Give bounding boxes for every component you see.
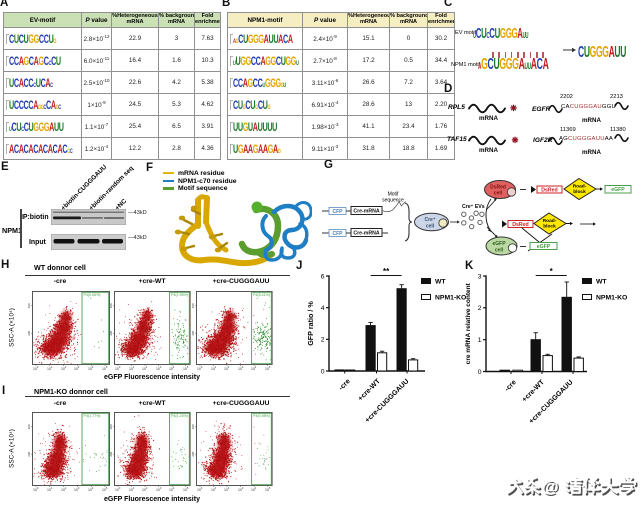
svg-text:P4(1.24%): P4(1.24%) [171, 414, 188, 418]
svg-text:P4(5.41%): P4(5.41%) [253, 293, 270, 297]
svg-text:P4(0.06%): P4(0.06%) [84, 293, 101, 297]
svg-text:sequence: sequence [382, 198, 404, 204]
svg-text:CFP: CFP [333, 231, 344, 237]
svg-text:block: block [573, 189, 586, 195]
svg-text:4: 4 [321, 305, 325, 312]
svg-text:Cre⁺: Cre⁺ [425, 217, 436, 223]
svg-text:400: 400 [27, 424, 31, 429]
svg-text:6: 6 [321, 273, 325, 280]
svg-text:400: 400 [109, 303, 113, 308]
svg-text:200: 200 [27, 330, 31, 335]
svg-text:cell: cell [494, 191, 503, 197]
svg-text:DsRed: DsRed [541, 187, 557, 193]
svg-text:DsRed: DsRed [490, 185, 506, 191]
svg-text:200: 200 [27, 451, 31, 456]
svg-text:CFP: CFP [333, 209, 344, 215]
svg-text:@: @ [542, 477, 559, 496]
svg-text:0: 0 [321, 368, 325, 375]
svg-text:Motif: Motif [388, 192, 399, 198]
svg-text:0: 0 [478, 368, 482, 375]
svg-text:P4(1.77%): P4(1.77%) [84, 414, 101, 418]
svg-text:cell: cell [426, 224, 435, 230]
svg-text:cre mRNA relative content: cre mRNA relative content [465, 282, 472, 364]
svg-text:cell: cell [495, 248, 504, 254]
svg-text:Cre-mRNA: Cre-mRNA [353, 230, 379, 236]
svg-text:eGFP: eGFP [537, 244, 551, 250]
svg-text:DsRed: DsRed [512, 222, 528, 228]
svg-text:Road-: Road- [543, 218, 557, 224]
svg-text:200: 200 [109, 330, 113, 335]
svg-text:2: 2 [478, 305, 482, 312]
svg-text:GFP ratio / %: GFP ratio / % [306, 300, 315, 345]
svg-text:200: 200 [191, 451, 195, 456]
svg-text:eGFP: eGFP [492, 241, 506, 247]
svg-text:@: @ [543, 479, 560, 498]
svg-text:P4(0.98%): P4(0.98%) [253, 414, 270, 418]
svg-text:eGFP: eGFP [611, 187, 625, 193]
svg-text:Cre⁺ EVs: Cre⁺ EVs [462, 204, 485, 210]
svg-text:400: 400 [27, 303, 31, 308]
svg-text:P4(2.95%): P4(2.95%) [171, 293, 188, 297]
svg-text:200: 200 [109, 451, 113, 456]
svg-text:3: 3 [478, 273, 482, 280]
svg-text:2: 2 [321, 336, 325, 343]
svg-text:200: 200 [191, 330, 195, 335]
svg-text:1: 1 [478, 337, 482, 344]
svg-text:*: * [550, 267, 554, 276]
svg-text:400: 400 [109, 424, 113, 429]
svg-text:**: ** [383, 267, 390, 276]
svg-text:400: 400 [191, 303, 195, 308]
svg-text:Cre-mRNA: Cre-mRNA [353, 208, 379, 214]
svg-text:block: block [543, 224, 556, 230]
svg-text:Road-: Road- [573, 184, 587, 190]
svg-text:400: 400 [191, 424, 195, 429]
